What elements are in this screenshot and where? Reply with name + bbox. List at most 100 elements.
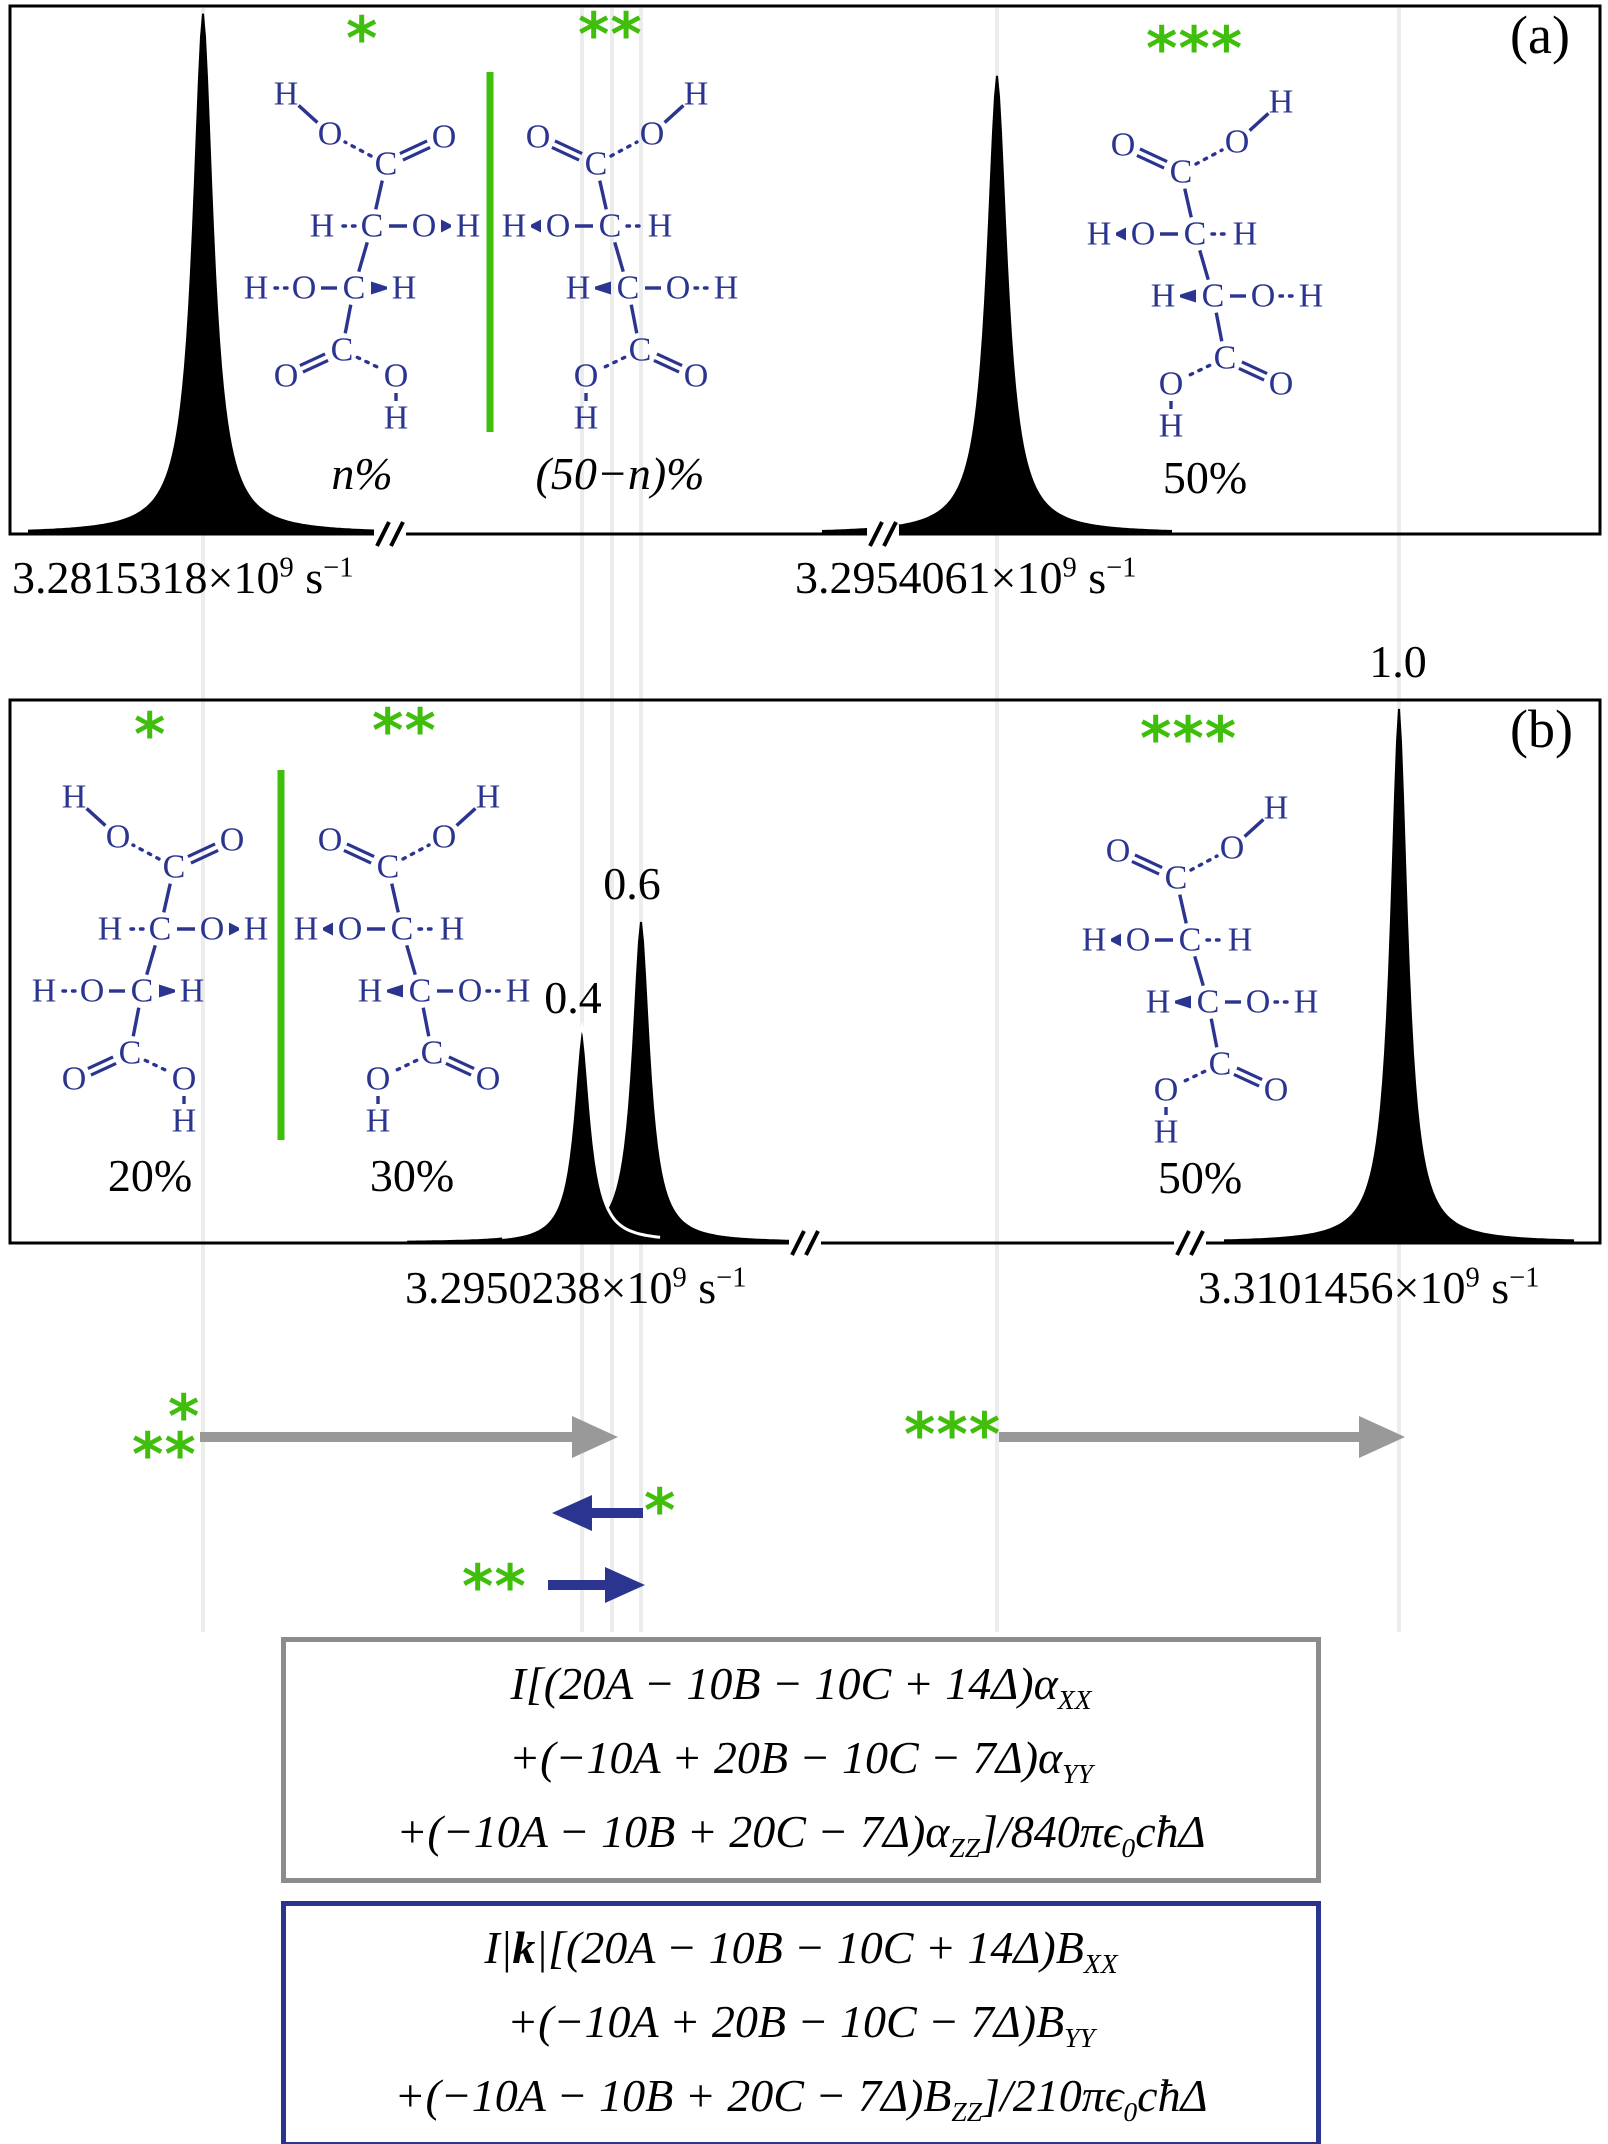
atom-label: H <box>98 911 123 948</box>
conformer-marker-blue-arrow-2: ** <box>462 1552 527 1622</box>
spectral-peak <box>466 921 816 1242</box>
atom-label: O <box>80 973 105 1010</box>
atom-label: O <box>1269 366 1294 403</box>
population-label-b-star2: 30% <box>369 1150 455 1201</box>
atom-label: H <box>62 779 87 816</box>
atom-label: H <box>384 400 409 437</box>
atom-label: H <box>1294 984 1319 1021</box>
freq-unit: s <box>686 1262 717 1313</box>
atom-label: O <box>640 116 665 153</box>
atom-label: H <box>714 270 739 307</box>
atom-label: H <box>244 911 269 948</box>
atom-label: C <box>1197 984 1220 1021</box>
peak-intensity-label-0-6: 0.6 <box>603 858 661 909</box>
atom-label: H <box>1146 984 1171 1021</box>
freq-exponent: 9 <box>1465 1262 1480 1294</box>
atom-label: C <box>343 270 366 307</box>
atom-label: O <box>1154 1072 1179 1109</box>
atom-label: O <box>62 1061 87 1098</box>
atom-label: H <box>566 270 591 307</box>
spectral-peak <box>822 75 1172 533</box>
freq-mantissa: 3.3101456×10 <box>1198 1262 1466 1313</box>
gridlines <box>201 8 1401 1632</box>
magnetic-shift-equation-box: I|k|[(20A − 10B − 10C + 14Δ)BXX +(−10A + … <box>281 1901 1321 2144</box>
atom-label: H <box>440 911 465 948</box>
population-label-a-star3: 50% <box>1162 452 1248 503</box>
conformer-marker-blue-arrow-1: * <box>644 1476 677 1546</box>
freq-unit: s <box>1076 552 1107 603</box>
atom-label: H <box>684 76 709 113</box>
freq-mantissa: 3.2954061×10 <box>795 552 1063 603</box>
atom-label: H <box>506 973 531 1010</box>
atom-label: O <box>318 116 343 153</box>
atom-label: C <box>1202 278 1225 315</box>
atom-label: C <box>409 973 432 1010</box>
freq-unit-exponent: −1 <box>323 552 354 584</box>
atom-label: O <box>1246 984 1271 1021</box>
atom-label: C <box>1214 340 1237 377</box>
atom-label: C <box>1209 1046 1232 1083</box>
atom-label: C <box>1165 860 1188 897</box>
atom-label: H <box>1082 922 1107 959</box>
freq-unit: s <box>1479 1262 1510 1313</box>
atom-label: H <box>502 208 527 245</box>
atom-label: O <box>1111 127 1136 164</box>
conformer-marker-gray-arrow-3: *** <box>904 1400 1002 1470</box>
freq-exponent: 9 <box>1062 552 1077 584</box>
frequency-label-b-right: 3.3101456×109 s−1 <box>1198 1262 1539 1315</box>
atom-label: O <box>1225 124 1250 161</box>
panel-b-label: (b) <box>1510 699 1573 759</box>
atom-label: C <box>377 849 400 886</box>
atom-label: C <box>361 208 384 245</box>
equation-line: I|k|[(20A − 10B − 10C + 14Δ)BXX <box>484 1922 1118 1980</box>
atom-label: H <box>294 911 319 948</box>
atom-label: C <box>1179 922 1202 959</box>
atom-label: H <box>310 208 335 245</box>
conformer-marker-gray-arrow-1: * <box>168 1382 201 1452</box>
atom-label: H <box>1264 790 1289 827</box>
conformer-marker-b-1: * <box>134 700 167 770</box>
atom-label: O <box>366 1061 391 1098</box>
conformer-marker-a-1: * <box>346 4 379 74</box>
atom-label: H <box>392 270 417 307</box>
conformer-marker-b-2: ** <box>372 696 437 766</box>
atom-label: C <box>421 1035 444 1072</box>
atom-label: C <box>617 270 640 307</box>
atom-label: C <box>1184 216 1207 253</box>
atom-label: O <box>1131 216 1156 253</box>
equation-line: I[(20A − 10B − 10C + 14Δ)αXX <box>510 1658 1092 1716</box>
frequency-label-a-right: 3.2954061×109 s−1 <box>795 552 1136 605</box>
gray-shift-arrow-right <box>999 1416 1405 1458</box>
polarizability-shift-equation-box: I[(20A − 10B − 10C + 14Δ)αXX +(−10A + 20B… <box>281 1637 1321 1883</box>
freq-exponent: 9 <box>279 552 294 584</box>
atom-label: O <box>384 358 409 395</box>
freq-unit: s <box>293 552 324 603</box>
atom-label: H <box>366 1103 391 1140</box>
atom-label: O <box>458 973 483 1010</box>
population-label-b-star: 20% <box>107 1150 193 1201</box>
atom-label: O <box>666 270 691 307</box>
atom-label: H <box>648 208 673 245</box>
panel-a-label: (a) <box>1510 5 1570 65</box>
population-label-a-star2: (50−n)% <box>535 448 705 499</box>
atom-label: C <box>163 849 186 886</box>
freq-unit-exponent: −1 <box>716 1262 747 1294</box>
atom-label: O <box>1264 1072 1289 1109</box>
atom-label: C <box>629 332 652 369</box>
gray-shift-arrow-left <box>200 1416 618 1458</box>
atom-label: O <box>1220 830 1245 867</box>
atom-label: C <box>585 146 608 183</box>
atom-label: H <box>32 973 57 1010</box>
atom-label: O <box>274 358 299 395</box>
atom-label: C <box>331 332 354 369</box>
spectrum-panel-a <box>8 4 1602 547</box>
equation-line: +(−10A + 20B − 10C − 7Δ)BYY <box>507 1995 1095 2054</box>
atom-label: O <box>1106 833 1131 870</box>
